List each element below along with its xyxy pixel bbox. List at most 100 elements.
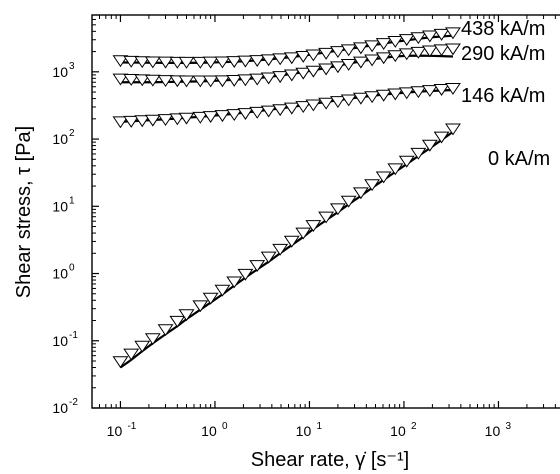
data-point-marker [318,63,335,76]
data-point-marker [226,109,243,122]
data-point-marker [433,131,450,144]
y-tick-label: 10 [52,64,68,80]
data-point-marker [144,114,161,127]
data-point-marker [178,112,195,125]
data-point-marker [410,46,427,59]
data-point-marker [364,179,381,192]
data-point-marker [226,56,243,68]
data-point-marker [144,333,161,346]
data-point-marker [445,27,461,40]
data-point-marker [375,38,392,51]
data-point-marker [178,75,195,88]
data-point-marker [352,92,369,105]
data-point-marker [112,73,129,86]
data-point-marker [226,74,243,87]
data-point-marker [112,55,129,68]
x-tick-label: 10 [201,423,217,439]
data-point-marker [202,292,219,305]
data-point-marker [318,47,335,60]
data-point-marker [283,69,300,82]
data-point-marker [134,74,151,87]
data-point-marker [421,85,438,98]
data-point-marker [329,46,346,59]
x-tick-label: 10 [107,423,123,439]
data-point-marker [260,72,277,85]
data-point-marker [305,220,322,233]
data-point-marker [421,45,438,58]
axis-ticks [92,15,556,409]
data-point-marker [375,89,392,102]
data-point-marker [318,97,335,110]
series-label: 290 kA/m [461,43,545,65]
data-point-marker [352,187,369,200]
x-axis-label: Shear rate, γ̇ [s⁻¹] [251,449,409,471]
data-point-marker [445,43,461,56]
data-point-marker [398,48,415,61]
data-point-marker [340,195,357,208]
data-point-marker [249,106,266,119]
data-point-marker [433,28,450,41]
data-point-marker [237,268,254,281]
data-point-marker [410,32,427,45]
data-point-marker [169,113,186,126]
y-tick-exponent: 0 [69,263,75,274]
data-point-marker [329,203,346,216]
data-point-marker [123,348,140,361]
data-point-marker [340,59,357,71]
data-point-marker [398,155,415,168]
y-tick-exponent: -1 [69,330,78,341]
series-2 [112,83,461,129]
data-point-marker [329,96,346,109]
data-point-marker [192,75,209,88]
data-point-marker [375,171,392,184]
data-point-marker [352,42,369,55]
data-point-marker [433,84,450,96]
series-label: 146 kA/m [461,85,545,107]
y-tick-label: 10 [52,131,68,147]
y-tick-label: 10 [52,266,68,282]
data-point-marker [112,116,129,129]
data-point-marker [249,73,266,86]
data-point-marker [410,86,427,99]
data-point-marker [272,104,289,117]
x-tick-exponent: 0 [222,421,228,432]
data-point-marker [134,115,151,128]
series-label: 438 kA/m [461,18,545,40]
data-point-marker [305,65,322,78]
y-axis-label: Shear stress, τ [Pa] [13,126,35,298]
y-tick-label: 10 [52,333,68,349]
y-tick-label: 10 [52,198,68,214]
y-tick-exponent: 2 [69,128,75,139]
data-point-marker [192,111,209,124]
data-point-marker [340,94,357,107]
data-point-marker [123,74,140,86]
data-point-marker [226,276,243,289]
data-point-marker [249,55,266,67]
data-point-marker [202,56,219,69]
data-point-marker [352,56,369,69]
x-tick-exponent: 2 [411,421,417,432]
data-point-marker [283,52,300,65]
data-point-marker [305,49,322,62]
data-point-marker [364,40,381,53]
data-point-marker [178,56,195,69]
data-point-marker [237,74,254,87]
data-point-marker [295,67,312,80]
data-point-marker [272,71,289,84]
data-point-marker [260,54,277,67]
data-point-marker [318,211,335,224]
data-point-marker [283,102,300,115]
data-point-marker [364,54,381,67]
data-point-marker [433,44,450,57]
data-point-marker [112,356,129,369]
data-point-marker [192,300,209,313]
x-tick-labels: 10 -1 10 0 10 1 10 2 10 3 [107,421,512,439]
series-labels: 438 kA/m 290 kA/m 146 kA/m 0 kA/m [461,18,550,170]
data-point-marker [237,108,254,120]
data-point-marker [340,44,357,57]
data-point-marker [410,147,427,160]
data-point-marker [134,340,151,353]
data-point-marker [157,114,174,127]
